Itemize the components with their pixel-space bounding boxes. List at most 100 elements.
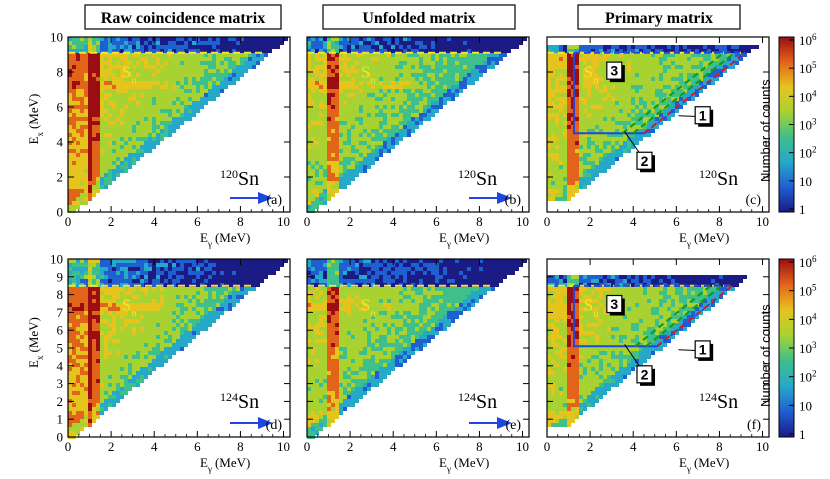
heatmap-cell xyxy=(220,295,224,299)
heatmap-cell xyxy=(144,347,148,351)
heatmap-cell xyxy=(695,77,699,81)
heatmap-cell xyxy=(84,375,88,379)
heatmap-cell xyxy=(152,145,156,149)
heatmap-cell xyxy=(140,347,144,351)
heatmap-cell xyxy=(343,85,347,89)
heatmap-cell xyxy=(92,311,96,315)
heatmap-cell xyxy=(116,41,120,45)
heatmap-cell xyxy=(140,133,144,137)
heatmap-cell xyxy=(76,423,80,427)
heatmap-cell xyxy=(575,81,579,85)
heatmap-cell xyxy=(224,73,228,77)
heatmap-cell xyxy=(92,61,96,65)
heatmap-cell xyxy=(84,185,88,189)
heatmap-cell xyxy=(555,89,559,93)
heatmap-cell xyxy=(68,307,72,311)
heatmap-cell xyxy=(611,45,615,49)
heatmap-cell xyxy=(76,375,80,379)
heatmap-cell xyxy=(148,339,152,343)
heatmap-cell xyxy=(200,259,204,263)
heatmap-cell xyxy=(212,65,216,69)
heatmap-cell xyxy=(459,37,463,41)
heatmap-cell xyxy=(575,49,579,53)
heatmap-cell xyxy=(156,85,160,89)
heatmap-cell xyxy=(311,85,315,89)
heatmap-cell xyxy=(96,399,100,403)
heatmap-cell xyxy=(144,89,148,93)
heatmap-cell xyxy=(591,141,595,145)
heatmap-cell xyxy=(252,263,256,267)
heatmap-cell xyxy=(551,137,555,141)
heatmap-cell xyxy=(160,275,164,279)
heatmap-cell xyxy=(116,315,120,319)
heatmap-cell xyxy=(575,173,579,177)
heatmap-cell xyxy=(331,259,335,263)
heatmap-cell xyxy=(575,69,579,73)
heatmap-cell xyxy=(200,49,204,53)
heatmap-cell xyxy=(431,37,435,41)
heatmap-cell xyxy=(595,173,599,177)
heatmap-cell xyxy=(355,77,359,81)
heatmap-cell xyxy=(120,279,124,283)
heatmap-cell xyxy=(619,141,623,145)
heatmap-cell xyxy=(136,37,140,41)
heatmap-cell xyxy=(164,335,168,339)
heatmap-cell xyxy=(80,359,84,363)
heatmap-cell xyxy=(587,89,591,93)
heatmap-cell xyxy=(743,45,747,49)
heatmap-cell xyxy=(635,93,639,97)
heatmap-cell xyxy=(136,77,140,81)
heatmap-cell xyxy=(395,109,399,113)
heatmap-cell xyxy=(224,291,228,295)
heatmap-cell xyxy=(140,41,144,45)
heatmap-cell xyxy=(459,53,463,57)
heatmap-cell xyxy=(124,279,128,283)
heatmap-cell xyxy=(140,351,144,355)
heatmap-cell xyxy=(359,129,363,133)
heatmap-cell xyxy=(144,319,148,323)
heatmap-cell xyxy=(559,189,563,193)
heatmap-cell xyxy=(128,133,132,137)
heatmap-cell xyxy=(108,379,112,383)
heatmap-cell xyxy=(180,299,184,303)
heatmap-cell xyxy=(363,169,367,173)
heatmap-cell xyxy=(559,121,563,125)
heatmap-cell xyxy=(200,323,204,327)
heatmap-cell xyxy=(551,157,555,161)
heatmap-cell xyxy=(575,89,579,93)
heatmap-cell xyxy=(80,153,84,157)
heatmap-cell xyxy=(459,45,463,49)
heatmap-cell xyxy=(104,259,108,263)
heatmap-cell xyxy=(124,165,128,169)
heatmap-cell xyxy=(359,73,363,77)
heatmap-cell xyxy=(68,279,72,283)
heatmap-cell xyxy=(559,89,563,93)
heatmap-cell xyxy=(152,279,156,283)
heatmap-cell xyxy=(72,181,76,185)
heatmap-cell xyxy=(627,149,631,153)
heatmap-cell xyxy=(599,161,603,165)
heatmap-cell xyxy=(343,113,347,117)
heatmap-cell xyxy=(323,153,327,157)
heatmap-cell xyxy=(80,181,84,185)
heatmap-cell xyxy=(80,169,84,173)
heatmap-cell xyxy=(607,85,611,89)
heatmap-cell xyxy=(639,57,643,61)
heatmap-cell xyxy=(359,53,363,57)
heatmap-cell xyxy=(591,161,595,165)
heatmap-cell xyxy=(347,109,351,113)
heatmap-cell xyxy=(164,331,168,335)
heatmap-cell xyxy=(124,81,128,85)
heatmap-cell xyxy=(224,271,228,275)
heatmap-cell xyxy=(399,101,403,105)
heatmap-cell xyxy=(375,49,379,53)
heatmap-cell xyxy=(140,379,144,383)
heatmap-cell xyxy=(124,117,128,121)
heatmap-cell xyxy=(475,49,479,53)
heatmap-cell xyxy=(204,263,208,267)
heatmap-cell xyxy=(140,291,144,295)
heatmap-cell xyxy=(100,37,104,41)
heatmap-cell xyxy=(160,339,164,343)
heatmap-cell xyxy=(595,125,599,129)
heatmap-cell xyxy=(148,109,152,113)
